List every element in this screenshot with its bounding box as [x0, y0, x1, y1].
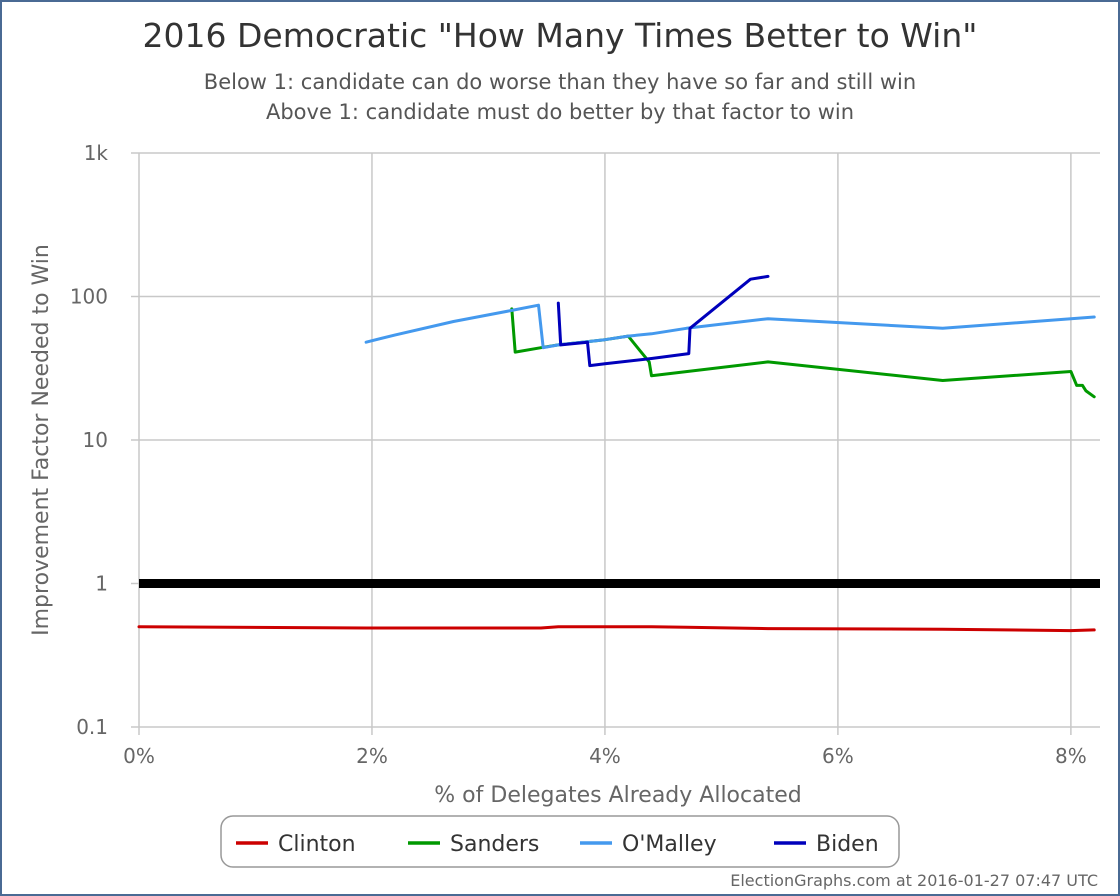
chart-title: 2016 Democratic "How Many Times Better t…	[143, 16, 978, 55]
y-tick-label: 0.1	[76, 715, 108, 739]
x-axis-label: % of Delegates Already Allocated	[434, 783, 801, 808]
legend-item-label: O'Malley	[622, 832, 717, 857]
chart-subtitle-line-2: Above 1: candidate must do better by tha…	[266, 100, 854, 124]
y-tick-label: 10	[83, 428, 108, 452]
y-tick-label: 100	[70, 285, 108, 309]
series-lines	[137, 274, 1096, 633]
series-line-biden	[556, 274, 770, 368]
tick-labels: 0.1 1 10 100 1k 0% 2% 4% 6% 8%	[70, 141, 1087, 768]
series-line-omalley	[364, 303, 1096, 350]
y-axis-label: Improvement Factor Needed to Win	[29, 244, 54, 636]
legend-item-label: Biden	[816, 832, 879, 857]
legend-item-label: Sanders	[450, 832, 539, 857]
y-tick-label: 1	[95, 572, 108, 596]
credit-text: ElectionGraphs.com at 2016-01-27 07:47 U…	[730, 871, 1098, 890]
y-tick-label: 1k	[84, 141, 109, 165]
gridlines	[131, 152, 1100, 735]
x-tick-label: 0%	[123, 744, 155, 768]
chart-subtitle-line-1: Below 1: candidate can do worse than the…	[204, 70, 916, 94]
legend-item-label: Clinton	[278, 832, 356, 857]
legend-box	[220, 815, 900, 868]
x-tick-label: 8%	[1055, 744, 1087, 768]
x-tick-label: 4%	[589, 744, 621, 768]
x-tick-label: 2%	[356, 744, 388, 768]
legend: Clinton Sanders O'Malley Biden	[236, 832, 879, 857]
x-tick-label: 6%	[822, 744, 854, 768]
series-line-clinton	[137, 625, 1096, 633]
